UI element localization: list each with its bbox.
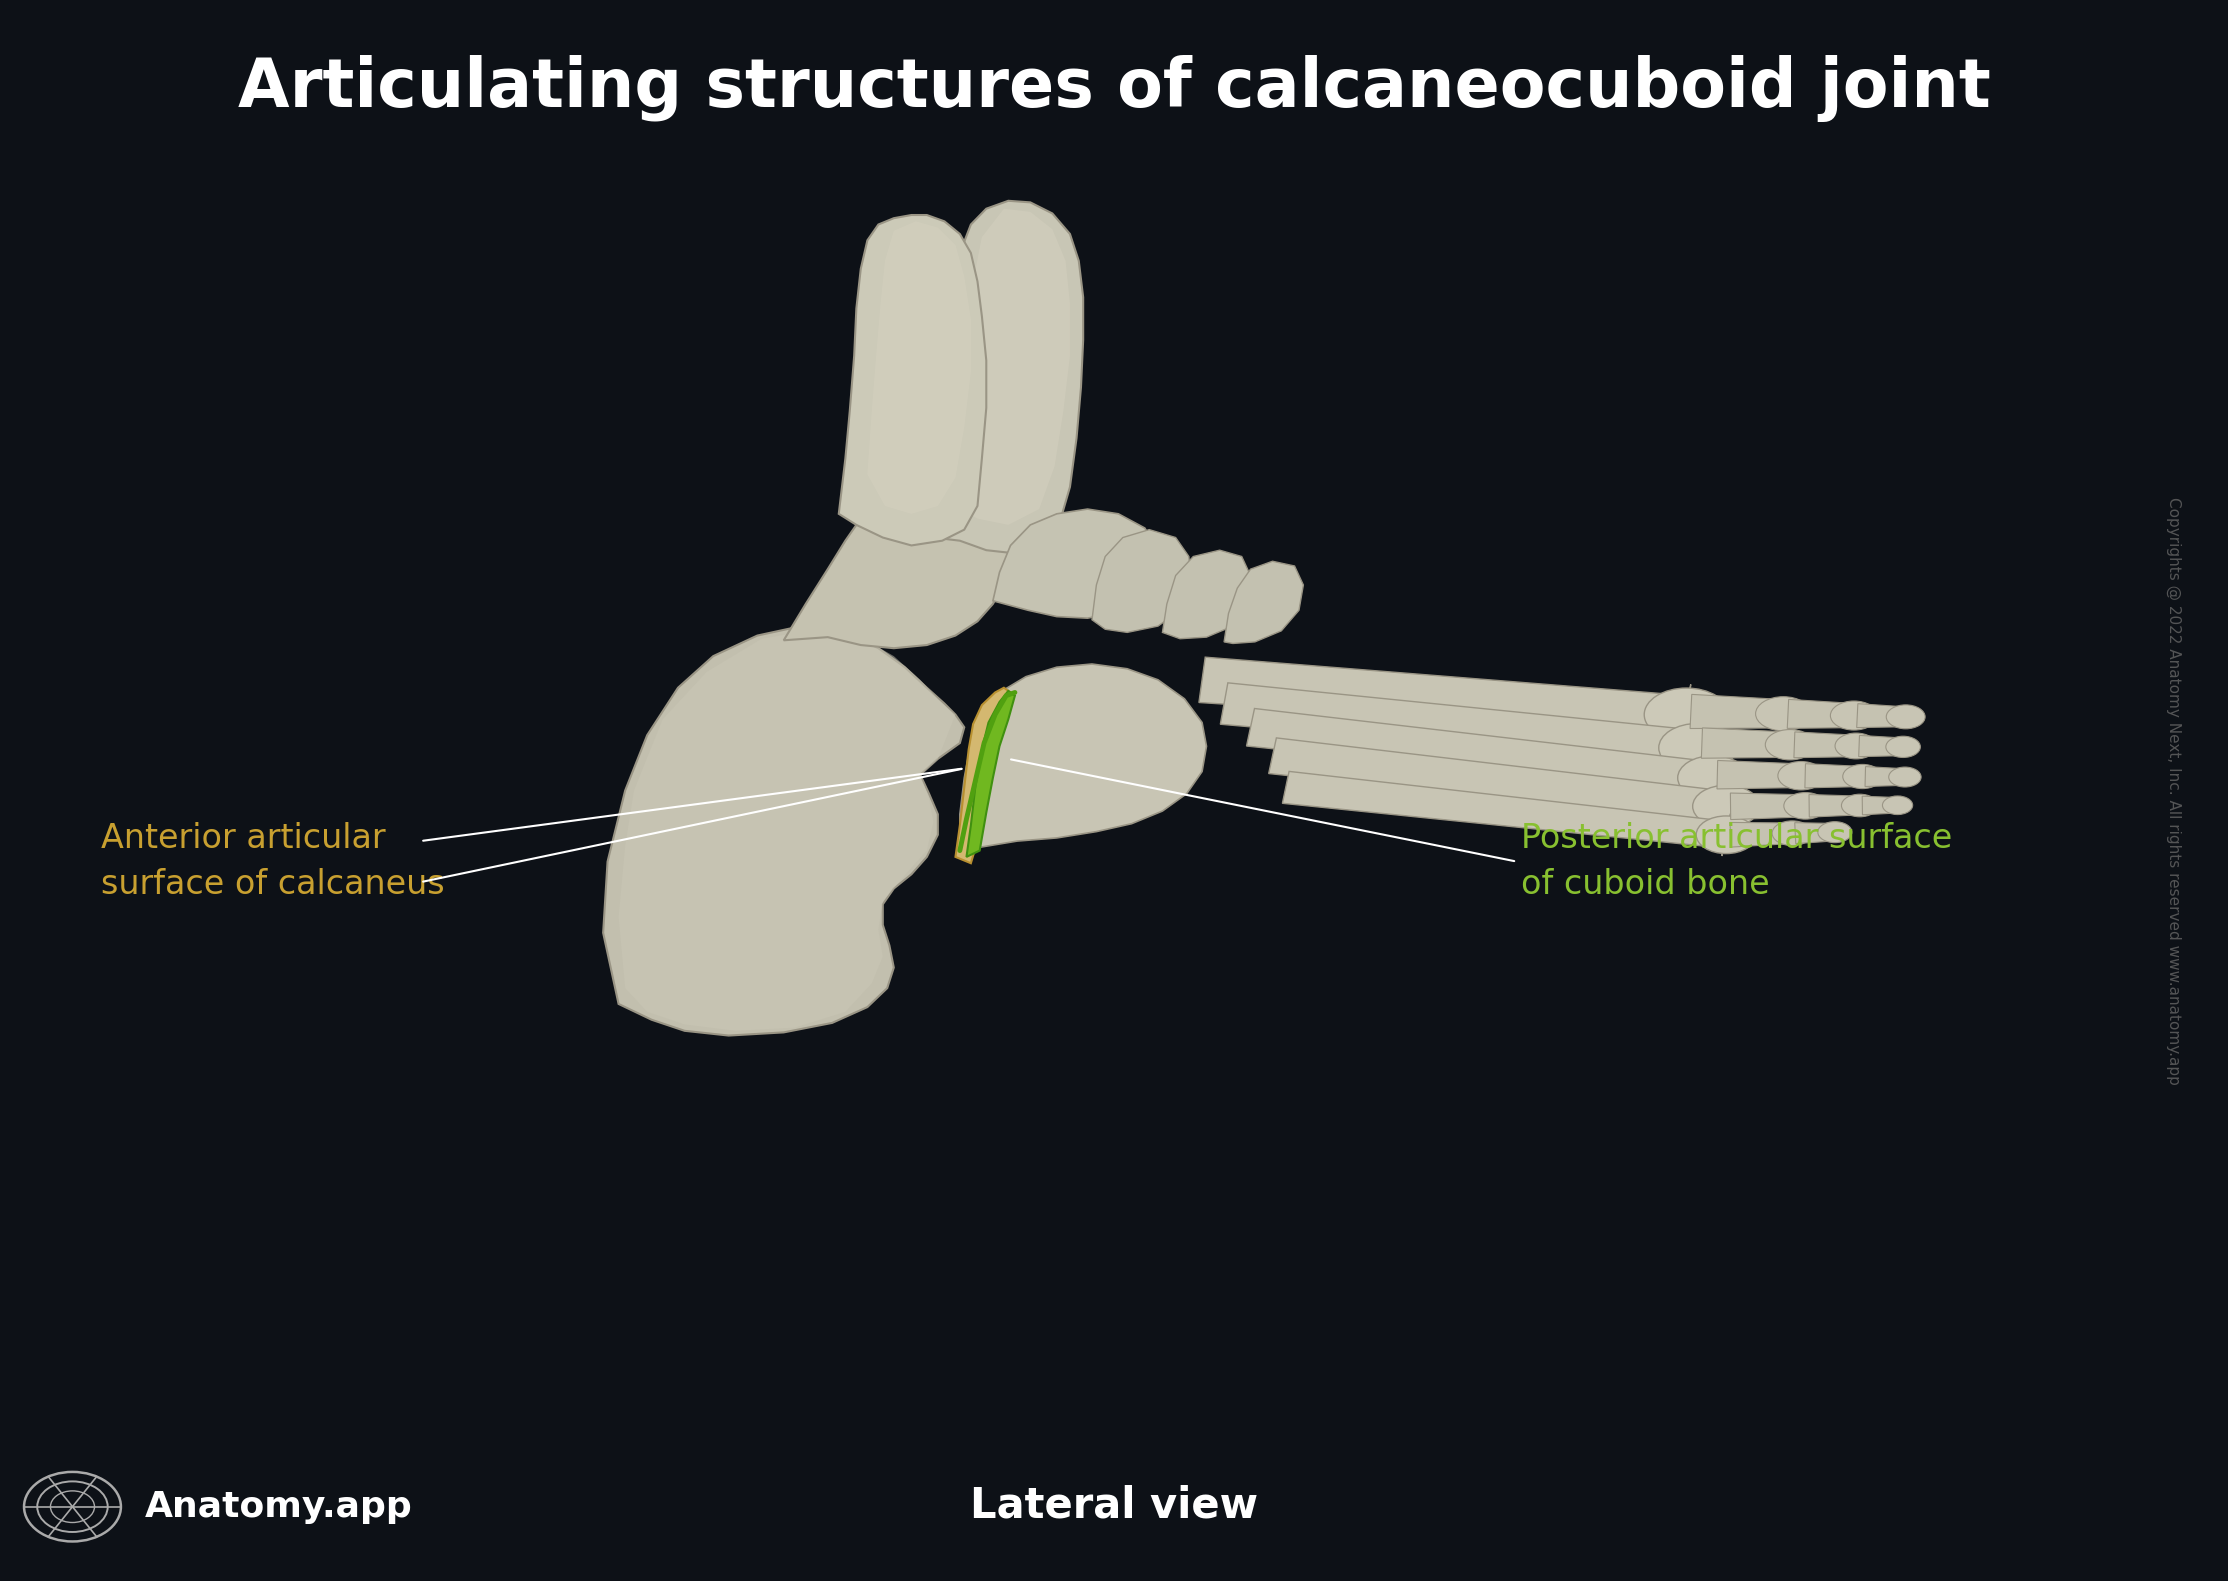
Polygon shape bbox=[967, 691, 1016, 857]
Ellipse shape bbox=[1660, 724, 1736, 772]
Ellipse shape bbox=[1836, 734, 1876, 759]
Polygon shape bbox=[838, 215, 987, 545]
Polygon shape bbox=[1702, 727, 1791, 759]
Ellipse shape bbox=[1887, 705, 1925, 729]
Ellipse shape bbox=[1765, 729, 1814, 760]
Polygon shape bbox=[994, 509, 1159, 618]
Text: Copyrights @ 2022 Anatomy Next, Inc. All rights reserved www.anatomy.app: Copyrights @ 2022 Anatomy Next, Inc. All… bbox=[2166, 496, 2181, 1085]
Polygon shape bbox=[1731, 794, 1805, 819]
Polygon shape bbox=[1805, 764, 1863, 787]
Text: Anatomy.app: Anatomy.app bbox=[145, 1489, 412, 1524]
Polygon shape bbox=[1199, 658, 1691, 745]
Ellipse shape bbox=[1644, 688, 1729, 741]
Polygon shape bbox=[867, 221, 971, 514]
Polygon shape bbox=[934, 201, 1083, 553]
Polygon shape bbox=[1691, 694, 1785, 729]
Polygon shape bbox=[1858, 735, 1903, 757]
Ellipse shape bbox=[1771, 821, 1811, 846]
Ellipse shape bbox=[1889, 767, 1921, 787]
Polygon shape bbox=[1729, 822, 1794, 847]
Polygon shape bbox=[1092, 530, 1192, 632]
Ellipse shape bbox=[1831, 700, 1878, 730]
Polygon shape bbox=[1794, 732, 1856, 757]
Polygon shape bbox=[1221, 683, 1702, 775]
Polygon shape bbox=[1796, 822, 1836, 844]
Ellipse shape bbox=[1883, 795, 1912, 814]
Ellipse shape bbox=[1843, 794, 1878, 817]
Polygon shape bbox=[1863, 797, 1898, 814]
Polygon shape bbox=[619, 629, 956, 1031]
Ellipse shape bbox=[1693, 786, 1760, 827]
Ellipse shape bbox=[1843, 765, 1883, 789]
Text: Lateral view: Lateral view bbox=[969, 1485, 1259, 1526]
Ellipse shape bbox=[1778, 762, 1825, 790]
Polygon shape bbox=[1223, 561, 1303, 643]
Polygon shape bbox=[956, 209, 1069, 525]
Text: Posterior articular surface
of cuboid bone: Posterior articular surface of cuboid bo… bbox=[1522, 822, 1952, 901]
Ellipse shape bbox=[1785, 792, 1827, 819]
Ellipse shape bbox=[1696, 816, 1756, 854]
Polygon shape bbox=[1865, 767, 1905, 786]
Polygon shape bbox=[1718, 760, 1800, 789]
Polygon shape bbox=[784, 489, 1009, 648]
Polygon shape bbox=[956, 688, 1012, 863]
Polygon shape bbox=[1283, 772, 1731, 855]
Polygon shape bbox=[960, 664, 1208, 851]
Ellipse shape bbox=[1756, 697, 1811, 730]
Ellipse shape bbox=[1818, 822, 1851, 843]
Polygon shape bbox=[1245, 708, 1718, 803]
Polygon shape bbox=[1163, 550, 1250, 639]
Ellipse shape bbox=[1885, 737, 1921, 757]
Polygon shape bbox=[1268, 738, 1731, 830]
Text: Articulating structures of calcaneocuboid joint: Articulating structures of calcaneocuboi… bbox=[238, 55, 1990, 122]
Polygon shape bbox=[1787, 699, 1854, 729]
Polygon shape bbox=[1809, 795, 1860, 817]
Ellipse shape bbox=[1678, 756, 1749, 800]
Polygon shape bbox=[1856, 704, 1907, 727]
Text: Anterior articular
surface of calcaneus: Anterior articular surface of calcaneus bbox=[100, 822, 446, 901]
Polygon shape bbox=[604, 626, 965, 1036]
